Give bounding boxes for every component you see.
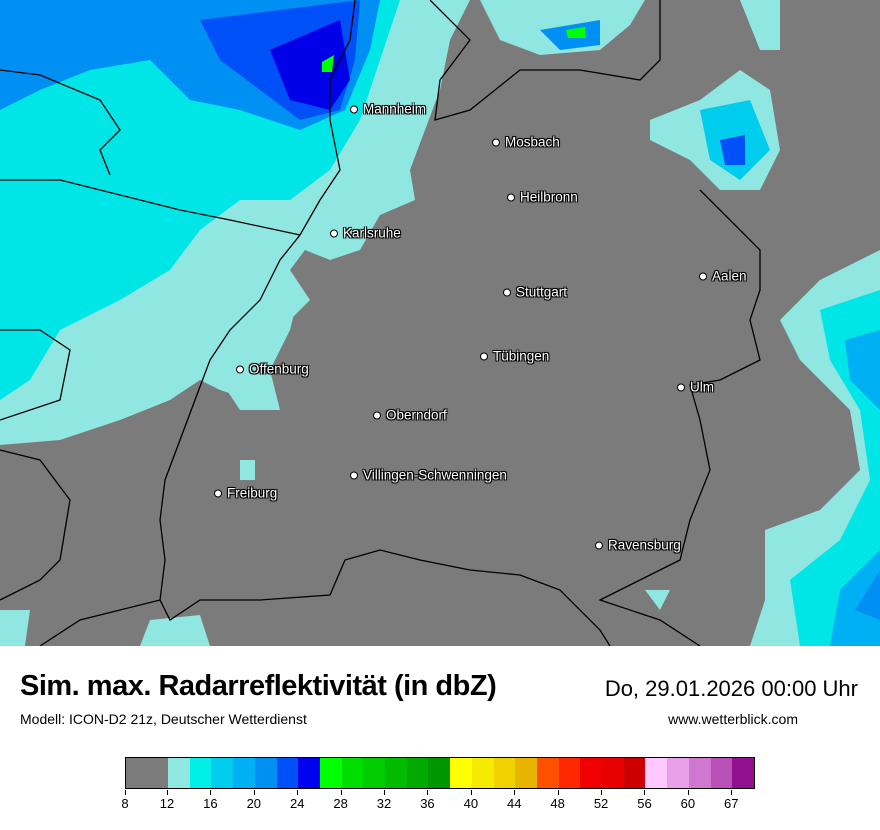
legend-band (341, 758, 364, 788)
legend-tick-label: 16 (203, 796, 218, 811)
legend-tick (731, 790, 733, 795)
city-karlsruhe: Karlsruhe (330, 226, 401, 241)
map-title: Sim. max. Radarreflektivität (in dbZ) (20, 670, 497, 702)
legend-tick (470, 790, 472, 795)
forecast-datetime: Do, 29.01.2026 00:00 Uhr (604, 676, 858, 701)
legend-tick-label: 8 (121, 796, 129, 811)
legend-tick-label: 56 (637, 796, 652, 811)
city-stuttgart: Stuttgart (503, 285, 567, 300)
precip-core-green (322, 55, 334, 72)
city-oberndorf: Oberndorf (373, 408, 447, 423)
borders (0, 0, 761, 646)
legend-tick-label: 12 (159, 796, 175, 811)
legend-band (211, 758, 234, 788)
legend-band (645, 758, 668, 788)
legend-band (126, 758, 168, 788)
radar-map: Mannheim Mosbach Heilbronn Karlsruhe Aal… (0, 0, 880, 646)
legend-tick-label: 44 (507, 796, 522, 811)
legend-band (450, 758, 472, 788)
legend-tick (427, 790, 429, 795)
city-ravensburg: Ravensburg (595, 538, 681, 553)
legend-band (536, 758, 559, 788)
color-legend (125, 757, 755, 789)
legend-tick (644, 790, 646, 795)
legend-tick-label: 32 (376, 796, 392, 811)
legend-tick (297, 790, 299, 795)
legend-tick-label: 20 (246, 796, 262, 811)
legend-tick-label: 24 (289, 796, 305, 811)
legend-band (168, 758, 190, 788)
city-marker-icon (373, 411, 381, 419)
website-credit: www.wetterblick.com (668, 711, 798, 727)
legend-tick (687, 790, 689, 795)
legend-band (515, 758, 537, 788)
legend-band (363, 758, 386, 788)
legend-band (276, 758, 299, 788)
city-marker-icon (503, 288, 511, 296)
legend-tick (253, 790, 255, 795)
city-villingen-schwenningen: Villingen-Schwenningen (350, 468, 507, 483)
legend-band (688, 758, 711, 788)
legend-band (298, 758, 320, 788)
legend-band (602, 758, 624, 788)
city-marker-icon (350, 105, 358, 113)
model-info: Modell: ICON-D2 21z, Deutscher Wetterdie… (20, 711, 307, 727)
legend-tick (601, 790, 603, 795)
legend-band (406, 758, 429, 788)
legend-ticks: 8 12 16 20 24 28 32 36 40 44 48 52 56 60 67 (0, 790, 880, 820)
legend-band (667, 758, 689, 788)
city-marker-icon (677, 383, 685, 391)
city-offenburg: Offenburg (236, 362, 309, 377)
legend-band (471, 758, 494, 788)
legend-band (558, 758, 581, 788)
precip-area-offenburg (220, 290, 300, 410)
legend-band (233, 758, 255, 788)
legend-tick-label: 40 (463, 796, 479, 811)
city-marker-icon (699, 272, 707, 280)
city-marker-icon (350, 471, 358, 479)
legend-band (319, 758, 342, 788)
legend-tick-label: 36 (420, 796, 435, 811)
city-marker-icon (330, 229, 338, 237)
legend-band (710, 758, 733, 788)
city-marker-icon (492, 138, 500, 146)
legend-band (254, 758, 277, 788)
legend-tick-label: 67 (724, 796, 739, 811)
legend-tick (557, 790, 559, 795)
city-marker-icon (595, 541, 603, 549)
legend-band (623, 758, 646, 788)
city-marker-icon (507, 193, 515, 201)
city-marker-icon (236, 365, 244, 373)
legend-tick-label: 60 (680, 796, 696, 811)
legend-tick-label: 52 (593, 796, 609, 811)
legend-band (580, 758, 603, 788)
city-heilbronn: Heilbronn (507, 190, 578, 205)
city-aalen: Aalen (699, 269, 747, 284)
legend-tick (384, 790, 386, 795)
precipitation-layer (0, 0, 880, 646)
city-freiburg: Freiburg (214, 486, 277, 501)
legend-tick (514, 790, 516, 795)
city-tuebingen: Tübingen (480, 349, 549, 364)
legend-band (189, 758, 212, 788)
legend-band (385, 758, 407, 788)
legend-tick (167, 790, 168, 795)
city-marker-icon (480, 352, 488, 360)
legend-tick (125, 790, 126, 795)
precip-core-green-north (566, 27, 586, 38)
legend-band (493, 758, 516, 788)
legend-tick-label: 48 (550, 796, 565, 811)
city-mannheim: Mannheim (350, 102, 426, 117)
city-marker-icon (214, 489, 222, 497)
legend-tick (210, 790, 212, 795)
legend-band (428, 758, 451, 788)
border-rhine (159, 0, 611, 646)
city-ulm: Ulm (677, 380, 714, 395)
city-mosbach: Mosbach (492, 135, 560, 150)
legend-band (732, 758, 754, 788)
legend-tick-label: 28 (333, 796, 348, 811)
legend-tick (340, 790, 342, 795)
